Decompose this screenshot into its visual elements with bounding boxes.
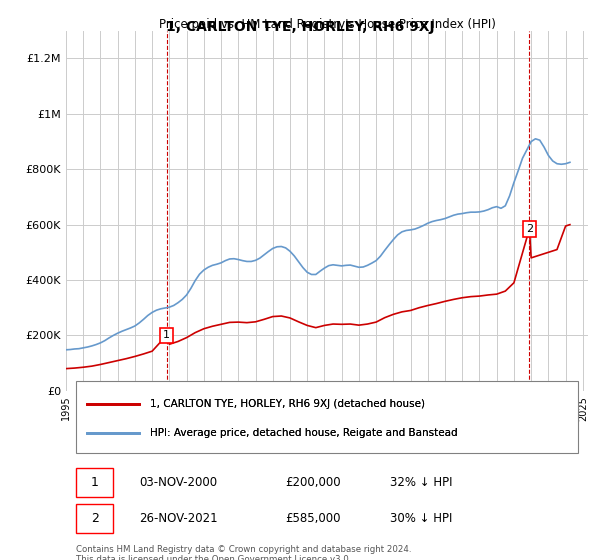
Text: 2: 2 (91, 512, 98, 525)
FancyBboxPatch shape (76, 381, 578, 453)
Text: £585,000: £585,000 (285, 512, 341, 525)
Text: 1: 1 (163, 330, 170, 340)
Text: 1, CARLTON TYE, HORLEY, RH6 9XJ (detached house): 1, CARLTON TYE, HORLEY, RH6 9XJ (detache… (149, 399, 425, 409)
FancyBboxPatch shape (76, 503, 113, 533)
Text: HPI: Average price, detached house, Reigate and Banstead: HPI: Average price, detached house, Reig… (149, 428, 457, 438)
FancyBboxPatch shape (76, 468, 113, 497)
Text: £200,000: £200,000 (285, 476, 341, 489)
Text: 03-NOV-2000: 03-NOV-2000 (139, 476, 217, 489)
Text: 1, CARLTON TYE, HORLEY, RH6 9XJ: 1, CARLTON TYE, HORLEY, RH6 9XJ (166, 20, 434, 34)
Text: 2: 2 (526, 224, 533, 234)
Text: 1, CARLTON TYE, HORLEY, RH6 9XJ (detached house): 1, CARLTON TYE, HORLEY, RH6 9XJ (detache… (149, 399, 425, 409)
Text: HPI: Average price, detached house, Reigate and Banstead: HPI: Average price, detached house, Reig… (149, 428, 457, 438)
Title: Price paid vs. HM Land Registry's House Price Index (HPI): Price paid vs. HM Land Registry's House … (158, 18, 496, 31)
Text: Contains HM Land Registry data © Crown copyright and database right 2024.
This d: Contains HM Land Registry data © Crown c… (76, 544, 412, 560)
Text: 26-NOV-2021: 26-NOV-2021 (139, 512, 218, 525)
Text: 1: 1 (91, 476, 98, 489)
Text: 30% ↓ HPI: 30% ↓ HPI (389, 512, 452, 525)
Text: 32% ↓ HPI: 32% ↓ HPI (389, 476, 452, 489)
